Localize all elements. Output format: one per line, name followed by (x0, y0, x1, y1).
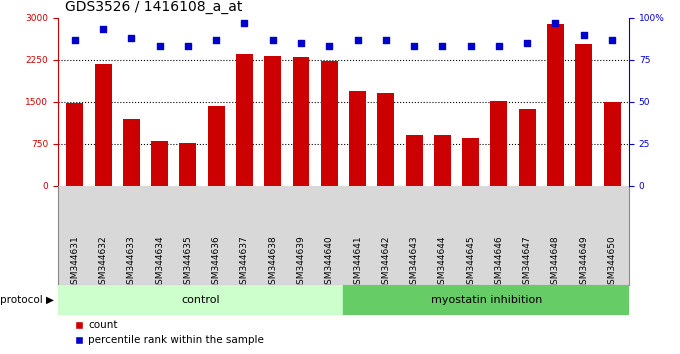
Bar (207, 106, 224, 186)
Point (182, 44, 193, 49)
Point (296, 40, 307, 46)
Point (126, 35, 137, 41)
Point (550, 20, 561, 25)
Point (154, 44, 165, 49)
Text: myostatin inhibition: myostatin inhibition (430, 295, 542, 305)
Bar (180, 143, 197, 186)
Point (578, 32, 589, 37)
Point (267, 37, 278, 42)
Text: protocol ▶: protocol ▶ (1, 295, 54, 305)
Point (607, 37, 617, 42)
Bar (462, 138, 479, 186)
Legend: count, percentile rank within the sample: count, percentile rank within the sample (74, 320, 264, 346)
Bar (349, 91, 366, 186)
Bar (377, 93, 394, 186)
Bar (265, 56, 282, 186)
Bar (490, 101, 507, 186)
Point (211, 37, 222, 42)
Bar (434, 135, 451, 186)
Point (494, 44, 505, 49)
Bar (236, 54, 253, 186)
Point (69, 37, 80, 42)
Point (465, 44, 476, 49)
Bar (58, 285, 343, 315)
Bar (575, 44, 592, 186)
Text: control: control (182, 295, 220, 305)
Bar (292, 57, 309, 186)
Point (239, 20, 250, 25)
Bar (405, 135, 422, 186)
Point (352, 37, 363, 42)
Bar (66, 103, 83, 186)
Point (409, 44, 420, 49)
Bar (343, 285, 629, 315)
Bar (123, 119, 140, 186)
Bar (151, 141, 168, 186)
Point (98, 27, 109, 32)
Point (437, 44, 448, 49)
Point (522, 40, 532, 46)
Bar (604, 102, 621, 186)
Bar (519, 108, 536, 186)
Point (324, 44, 335, 49)
Bar (547, 24, 564, 186)
Text: GDS3526 / 1416108_a_at: GDS3526 / 1416108_a_at (65, 0, 242, 14)
Bar (95, 64, 112, 186)
Point (380, 37, 391, 42)
Bar (321, 61, 338, 186)
